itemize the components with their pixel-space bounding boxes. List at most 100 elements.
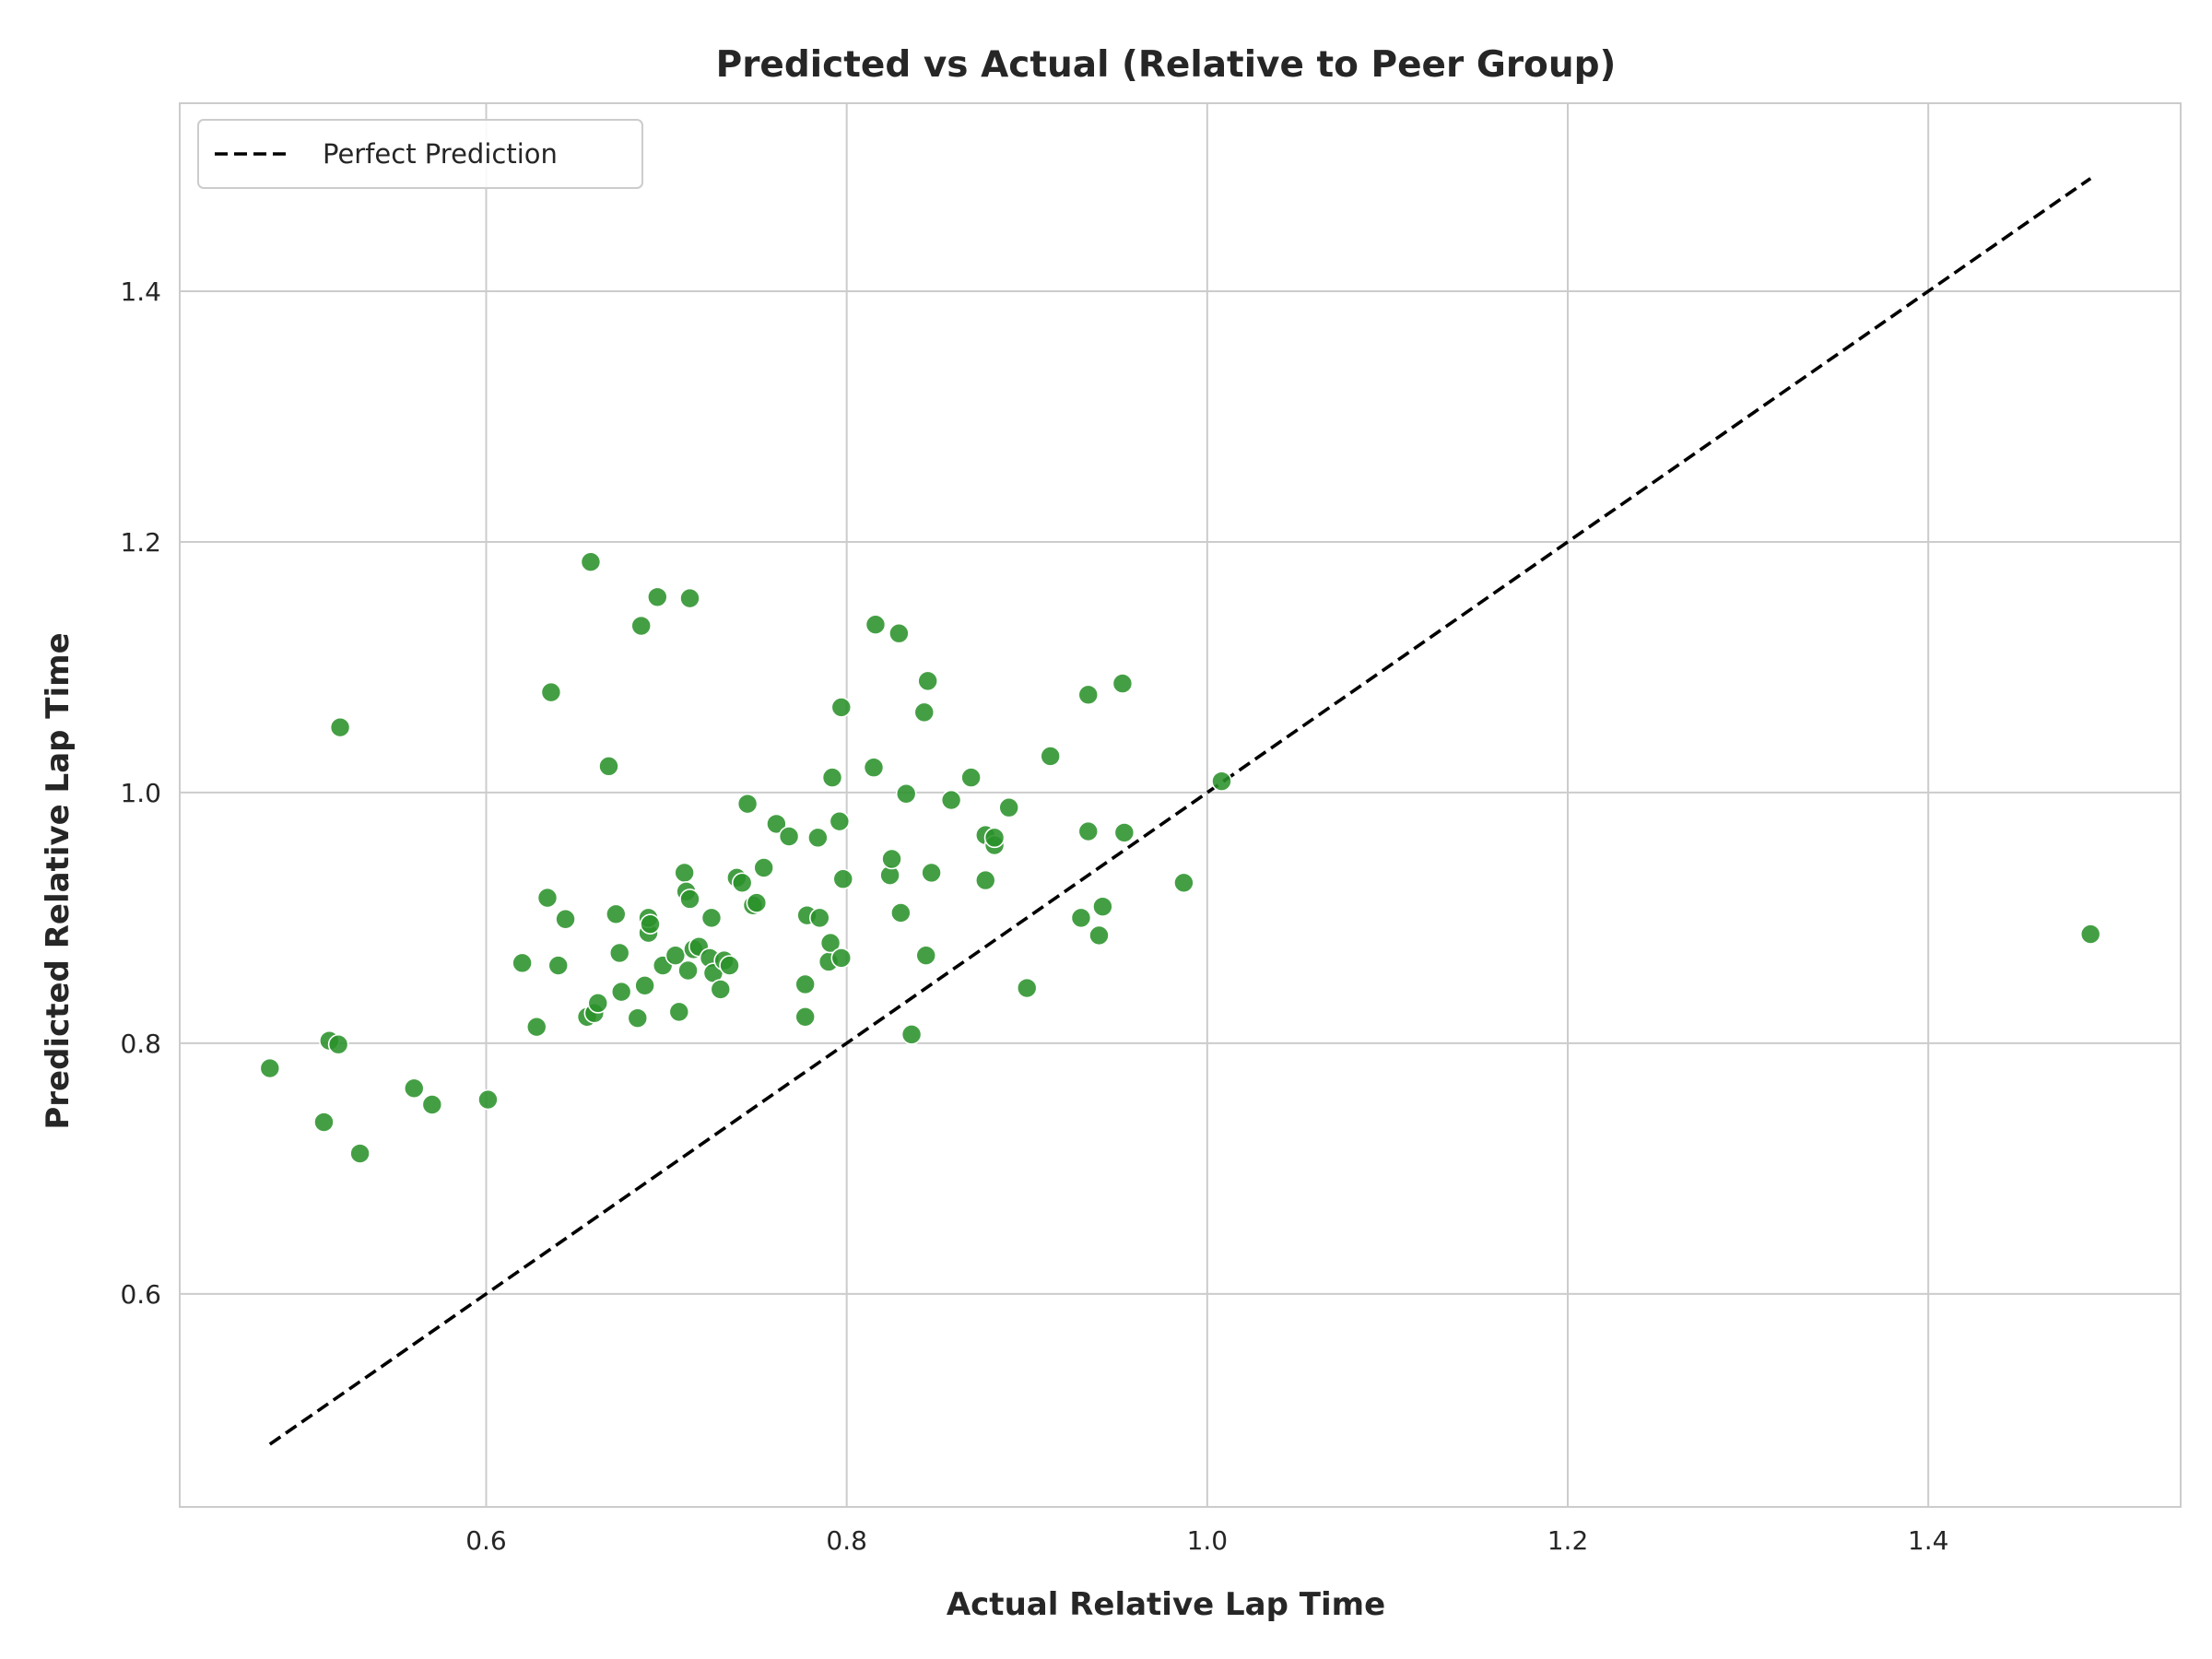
scatter-point xyxy=(832,868,854,890)
scatter-point xyxy=(921,862,942,884)
scatter-point xyxy=(1070,907,1092,929)
x-tick-label: 1.2 xyxy=(1547,1525,1589,1556)
legend-box xyxy=(197,119,643,189)
scatter-point xyxy=(634,975,655,996)
scatter-points xyxy=(259,551,2101,1164)
x-tick-label: 0.6 xyxy=(465,1525,507,1556)
scatter-point xyxy=(512,952,533,974)
perfect-prediction-line xyxy=(268,177,2092,1446)
scatter-point xyxy=(525,1016,547,1038)
x-tick-label: 0.8 xyxy=(826,1525,867,1556)
scatter-point xyxy=(881,848,902,870)
y-axis-label: Predicted Relative Lap Time xyxy=(40,632,76,1129)
y-tick-labels: 0.6 0.8 1.0 1.2 1.4 xyxy=(120,276,161,1310)
scatter-point xyxy=(536,887,559,909)
scatter-point xyxy=(895,782,917,805)
scatter-point xyxy=(940,789,962,811)
scatter-point xyxy=(900,1024,923,1045)
scatter-point xyxy=(630,615,652,637)
scatter-point xyxy=(746,892,768,913)
scatter-point xyxy=(610,981,632,1003)
scatter-point xyxy=(1112,673,1134,694)
scatter-point xyxy=(349,1143,371,1164)
scatter-point xyxy=(259,1057,281,1079)
scatter-point xyxy=(421,1094,443,1115)
scatter-point xyxy=(1016,977,1038,999)
scatter-point xyxy=(2079,924,2101,945)
scatter-point xyxy=(674,862,695,884)
scatter-point xyxy=(829,810,851,832)
scatter-point xyxy=(913,701,935,724)
scatter-point xyxy=(821,767,843,788)
scatter-point xyxy=(580,551,602,572)
scatter-point xyxy=(915,945,937,966)
scatter-point xyxy=(794,973,816,995)
scatter-point xyxy=(863,757,885,779)
scatter-point xyxy=(679,587,700,609)
scatter-point xyxy=(736,793,759,815)
y-tick-label: 0.8 xyxy=(120,1029,161,1059)
scatter-point xyxy=(830,947,853,969)
scatter-point xyxy=(598,756,619,777)
grid xyxy=(180,103,2181,1507)
x-tick-label: 1.4 xyxy=(1908,1525,1949,1556)
scatter-point xyxy=(547,955,570,976)
scatter-point xyxy=(555,908,576,930)
scatter-point xyxy=(1173,872,1194,894)
y-tick-label: 1.0 xyxy=(120,778,161,808)
scatter-point xyxy=(608,942,630,964)
scatter-point xyxy=(679,888,700,910)
scatter-point xyxy=(917,670,938,692)
scatter-point xyxy=(477,1088,499,1111)
scatter-point xyxy=(640,913,661,935)
scatter-point xyxy=(1113,822,1135,843)
scatter-point xyxy=(700,907,723,929)
scatter-point xyxy=(327,1033,349,1055)
scatter-point xyxy=(753,857,774,878)
scatter-point xyxy=(587,993,609,1014)
scatter-point xyxy=(665,945,687,966)
scatter-point xyxy=(1040,746,1061,767)
scatter-point xyxy=(960,767,982,788)
scatter-point xyxy=(794,1006,816,1028)
scatter-point xyxy=(888,622,910,644)
y-tick-label: 1.4 xyxy=(120,276,161,307)
scatter-point xyxy=(983,827,1006,849)
x-tick-labels: 0.6 0.8 1.0 1.2 1.4 xyxy=(465,1525,1948,1556)
scatter-point xyxy=(778,826,800,847)
scatter-point xyxy=(766,813,787,835)
scatter-point xyxy=(329,716,351,738)
x-tick-label: 1.0 xyxy=(1187,1525,1229,1556)
scatter-point xyxy=(1092,896,1113,917)
scatter-point xyxy=(1077,820,1100,842)
scatter-point xyxy=(731,872,753,894)
y-tick-label: 1.2 xyxy=(120,527,161,558)
scatter-point xyxy=(677,959,699,982)
scatter-point xyxy=(819,932,841,954)
scatter-point xyxy=(313,1112,335,1133)
scatter-point xyxy=(1088,924,1110,947)
scatter-point xyxy=(998,796,1019,818)
scatter-point xyxy=(668,1001,690,1023)
y-tick-label: 0.6 xyxy=(120,1279,161,1310)
scatter-point xyxy=(809,907,830,929)
scatter-point xyxy=(403,1077,425,1100)
plot-frame xyxy=(179,102,2182,1508)
scatter-point xyxy=(710,979,732,1000)
scatter-point xyxy=(1077,684,1100,706)
scatter-point xyxy=(1211,771,1232,792)
scatter-point xyxy=(540,681,562,703)
x-axis-label: Actual Relative Lap Time xyxy=(947,1586,1385,1623)
legend: Perfect Prediction xyxy=(197,119,643,189)
scatter-point xyxy=(865,614,887,635)
scatter-point xyxy=(719,955,740,976)
scatter-point xyxy=(807,827,829,849)
scatter-point xyxy=(830,697,853,718)
scatter-point xyxy=(890,902,912,924)
scatter-point xyxy=(627,1007,649,1029)
scatter-point xyxy=(606,903,627,925)
chart-title: Predicted vs Actual (Relative to Peer Gr… xyxy=(716,44,1617,86)
legend-entry-perfect-prediction: Perfect Prediction xyxy=(323,138,558,170)
